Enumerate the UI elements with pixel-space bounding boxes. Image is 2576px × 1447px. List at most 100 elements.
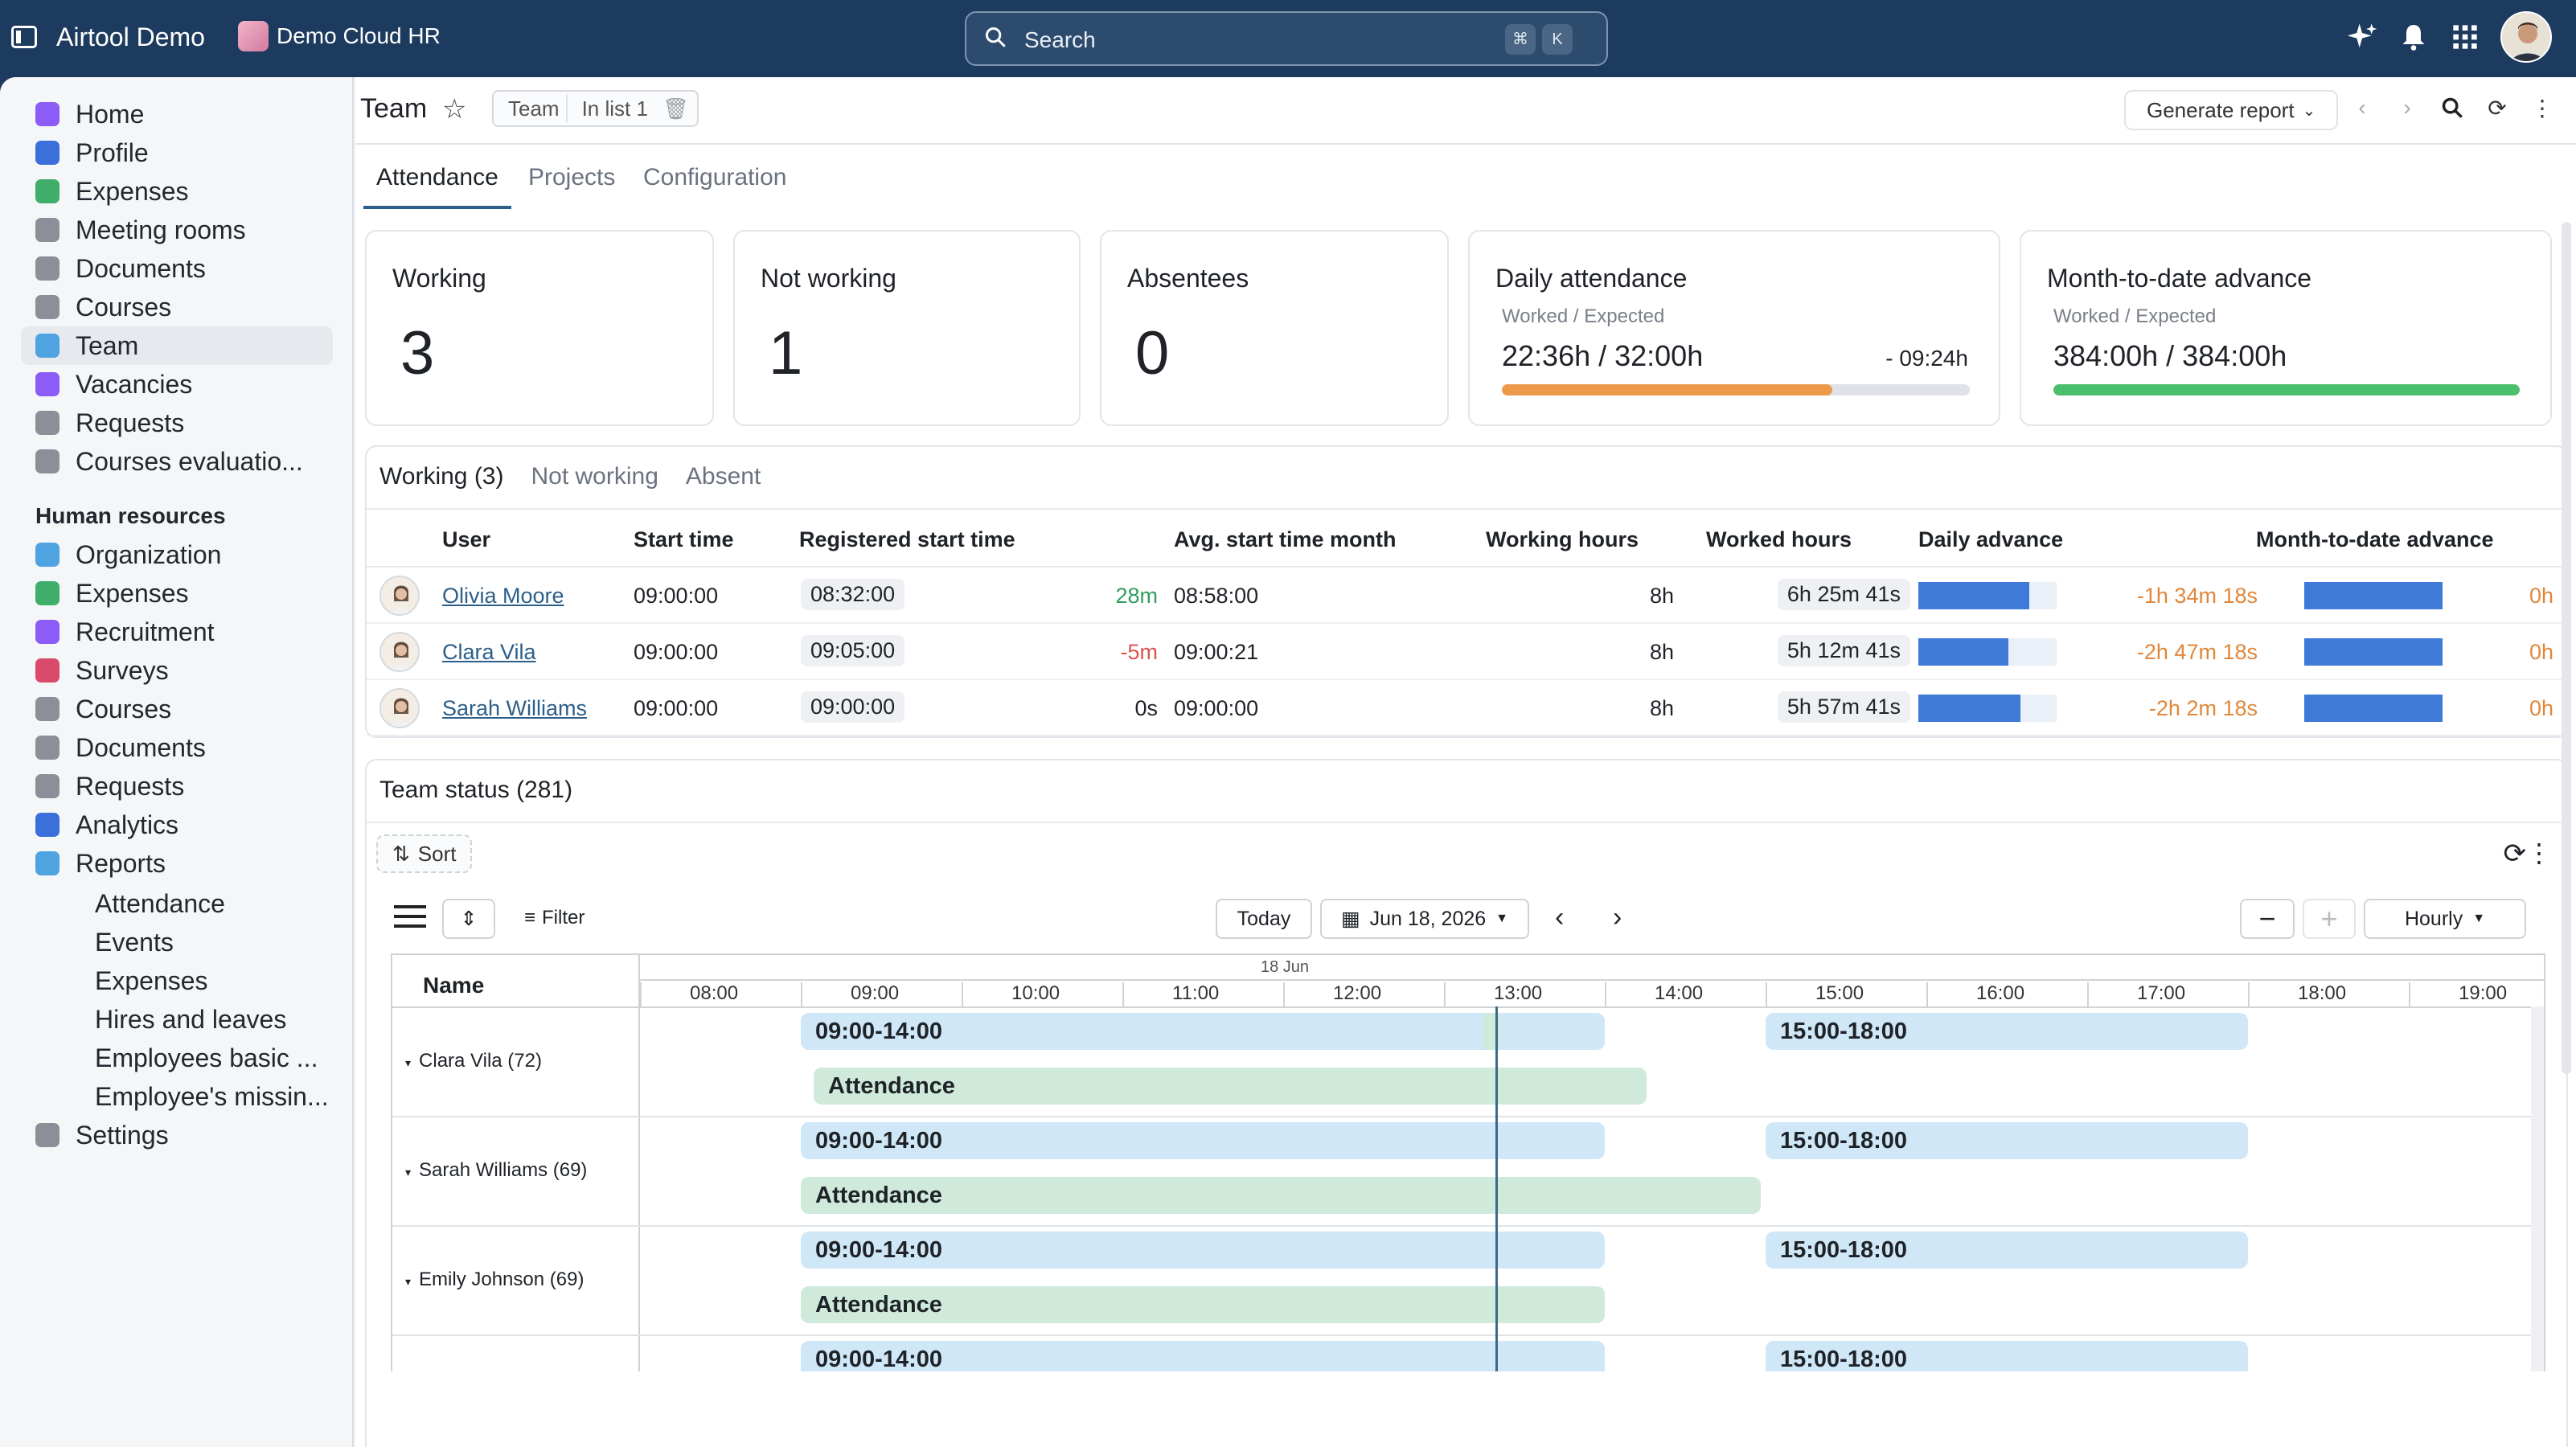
table-row[interactable]: Clara Vila 09:00:00 09:05:00 -5m 09:00:21 8h 5…: [367, 624, 2566, 680]
next-day-icon[interactable]: ›: [1613, 902, 1622, 933]
subtab-working[interactable]: Working (3): [379, 463, 504, 490]
sidebar-subitem-report[interactable]: Attendance: [21, 884, 333, 923]
refresh-icon[interactable]: ⟳: [2488, 95, 2507, 121]
sidebar-subitem-report[interactable]: Events: [21, 923, 333, 961]
sidebar-item-label: Expenses: [95, 965, 208, 995]
shift-bar[interactable]: 15:00-18:00: [1766, 1013, 2248, 1050]
date-picker[interactable]: ▦ Jun 18, 2026 ▼: [1320, 899, 1529, 939]
view-chips[interactable]: Team In list 1 🗑: [492, 90, 699, 127]
star-icon[interactable]: ☆: [442, 94, 467, 125]
shift-bar[interactable]: 09:00-14:00: [801, 1232, 1605, 1269]
shift-bar[interactable]: 15:00-18:00: [1766, 1122, 2248, 1159]
zoom-in-button[interactable]: +: [2303, 899, 2356, 939]
search-input[interactable]: Search ⌘ K: [965, 11, 1608, 66]
sidebar-item-settings[interactable]: Settings: [21, 1116, 333, 1154]
shift-bar[interactable]: 15:00-18:00: [1766, 1341, 2248, 1371]
col-working-hours[interactable]: Working hours: [1486, 527, 1639, 551]
shift-bar[interactable]: 09:00-14:00: [801, 1122, 1605, 1159]
sidebar-subitem-report[interactable]: Hires and leaves: [21, 1000, 333, 1039]
worked-hours: 5h 12m 41s: [1777, 635, 1910, 666]
search-icon[interactable]: [2438, 93, 2467, 122]
generate-report-button[interactable]: Generate report ⌄: [2124, 90, 2339, 130]
sidebar-subitem-report[interactable]: Employees basic ...: [21, 1039, 333, 1077]
gantt-person[interactable]: ▾ Sarah Williams (69): [405, 1159, 587, 1182]
start-time: 09:00:00: [634, 584, 719, 608]
attendance-bar[interactable]: Attendance: [801, 1177, 1761, 1214]
gantt-person[interactable]: ▾ Emily Johnson (69): [405, 1269, 584, 1291]
user-link[interactable]: Sarah Williams: [442, 696, 588, 720]
chip-team[interactable]: Team: [502, 94, 568, 123]
user-link[interactable]: Clara Vila: [442, 640, 536, 664]
more-vertical-icon[interactable]: ⋮: [2526, 838, 2552, 867]
user-avatar[interactable]: [2500, 11, 2552, 63]
sidebar-item-courses[interactable]: Courses: [21, 288, 333, 326]
apps-grid-icon[interactable]: [2449, 21, 2481, 53]
bell-icon[interactable]: [2398, 21, 2430, 53]
shift-bar[interactable]: 15:00-18:00: [1766, 1232, 2248, 1269]
prev-day-icon[interactable]: ‹: [1555, 902, 1565, 933]
today-button[interactable]: Today: [1216, 899, 1312, 939]
subtab-absent[interactable]: Absent: [685, 463, 761, 490]
sidebar-item-team[interactable]: Team: [21, 326, 333, 365]
table-row[interactable]: Olivia Moore 09:00:00 08:32:00 28m 08:58:00 8…: [367, 568, 2566, 624]
user-link[interactable]: Olivia Moore: [442, 584, 564, 608]
table-row[interactable]: Sarah Williams 09:00:00 09:00:00 0s 09:00:00…: [367, 680, 2566, 736]
card-value: 384:00h / 384:00h: [2053, 339, 2287, 372]
sidebar-item-hr-organization[interactable]: Organization: [21, 535, 333, 574]
sidebar-item-requests[interactable]: Requests: [21, 404, 333, 442]
sidebar-item-label: Requests: [76, 771, 185, 801]
col-start-time[interactable]: Start time: [634, 527, 734, 551]
sidebar-item-hr-recruitment[interactable]: Recruitment: [21, 613, 333, 651]
sidebar-item-hr-analytics[interactable]: Analytics: [21, 805, 333, 844]
chevron-right-icon[interactable]: ›: [2403, 95, 2411, 120]
sidebar-item-hr-surveys[interactable]: Surveys: [21, 651, 333, 690]
sidebar-item-profile[interactable]: Profile: [21, 133, 333, 172]
current-time-indicator: [1495, 1006, 1498, 1371]
sidebar-item-hr-requests[interactable]: Requests: [21, 767, 333, 805]
sidebar-item-hr-reports[interactable]: Reports: [21, 844, 333, 883]
sidebar-item-hr-courses[interactable]: Courses: [21, 690, 333, 728]
tab-projects[interactable]: Projects: [528, 164, 616, 191]
attendance-bar[interactable]: Attendance: [801, 1286, 1605, 1323]
sidebar-item-home[interactable]: Home: [21, 95, 333, 133]
subtab-not-working[interactable]: Not working: [531, 463, 658, 490]
ai-sparkle-icon[interactable]: [2346, 21, 2378, 53]
tab-attendance[interactable]: Attendance: [363, 164, 511, 209]
col-avg-start[interactable]: Avg. start time month: [1174, 527, 1397, 551]
sidebar-subitem-report[interactable]: Employee's missin...: [21, 1077, 333, 1116]
zoom-out-button[interactable]: −: [2240, 899, 2295, 939]
gantt-scrollbar[interactable]: [2531, 1006, 2544, 1371]
sidebar-item-vacancies[interactable]: Vacancies: [21, 365, 333, 404]
chevron-left-icon[interactable]: ‹: [2358, 95, 2366, 120]
filter-button[interactable]: ≡ Filter: [524, 907, 585, 929]
col-month-advance[interactable]: Month-to-date advance: [2256, 527, 2494, 551]
refresh-icon[interactable]: ⟳: [2503, 838, 2527, 869]
chip-in-list[interactable]: In list 1: [581, 96, 648, 121]
page-scrollbar[interactable]: [2562, 222, 2571, 1074]
col-daily-advance[interactable]: Daily advance: [1918, 527, 2064, 551]
shift-bar[interactable]: 09:00-14:00: [801, 1013, 1605, 1050]
shift-bar[interactable]: 09:00-14:00: [801, 1341, 1605, 1371]
trash-icon[interactable]: 🗑: [662, 96, 689, 121]
attendance-bar[interactable]: Attendance: [814, 1068, 1647, 1105]
sidebar-item-expenses[interactable]: Expenses: [21, 172, 333, 211]
col-registered-start[interactable]: Registered start time: [799, 527, 1015, 551]
sidebar-item-meeting-rooms[interactable]: Meeting rooms: [21, 211, 333, 249]
sidebar-item-documents[interactable]: Documents: [21, 249, 333, 288]
menu-icon[interactable]: [394, 904, 426, 933]
sidebar-toggle-icon[interactable]: [11, 26, 37, 48]
scale-select[interactable]: Hourly ▼: [2364, 899, 2526, 939]
sidebar-item-hr-expenses[interactable]: Expenses: [21, 574, 333, 613]
sort-button[interactable]: ⇅ Sort: [376, 834, 473, 873]
sidebar-item-courses-evaluatio-[interactable]: Courses evaluatio...: [21, 442, 333, 481]
expand-collapse-button[interactable]: ⇕: [442, 899, 495, 939]
workspace-switcher[interactable]: Demo Cloud HR: [238, 21, 441, 51]
sidebar-subitem-report[interactable]: Expenses: [21, 961, 333, 1000]
col-user[interactable]: User: [442, 527, 491, 551]
gantt-person[interactable]: ▾ Clara Vila (72): [405, 1050, 542, 1072]
tab-configuration[interactable]: Configuration: [643, 164, 787, 191]
more-vertical-icon[interactable]: ⋮: [2531, 95, 2553, 121]
col-worked-hours[interactable]: Worked hours: [1706, 527, 1852, 551]
app-title[interactable]: Airtool Demo: [56, 23, 205, 51]
sidebar-item-hr-documents[interactable]: Documents: [21, 728, 333, 767]
